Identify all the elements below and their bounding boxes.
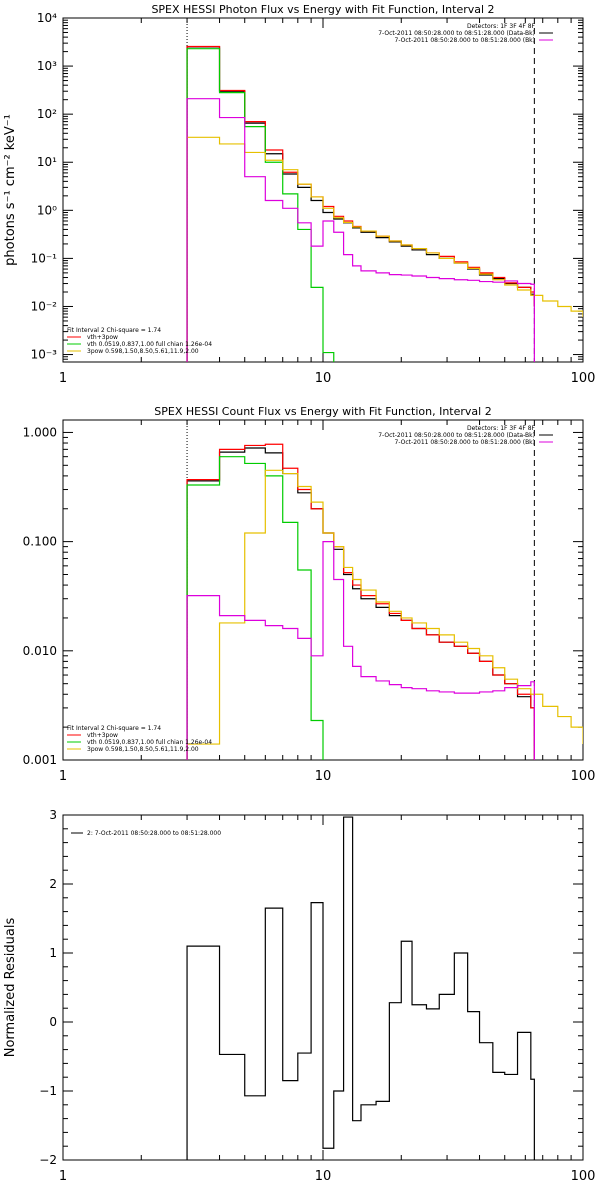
y-tick-label: 10³ xyxy=(37,59,57,73)
series-line-0 xyxy=(186,447,535,760)
series-line-2 xyxy=(186,48,335,362)
y-tick-label: 10⁻¹ xyxy=(31,251,58,265)
y-axis-label: Normalized Residuals xyxy=(3,918,18,1058)
legend-entry: vth 0.0519,0.837,1.00 full chian 1.26e-0… xyxy=(87,739,212,746)
legend-entry: 7-Oct-2011 08:50:28.000 to 08:51:28.000 … xyxy=(378,30,535,37)
legend-entry: 2: 7-Oct-2011 08:50:28.000 to 08:51:28.0… xyxy=(87,830,221,837)
series-line-1 xyxy=(186,443,535,760)
y-tick-label: 10⁴ xyxy=(37,11,57,25)
chart-title: SPEX HESSI Photon Flux vs Energy with Fi… xyxy=(151,3,494,16)
y-tick-label: 0.010 xyxy=(23,644,57,658)
y-tick-label: 1 xyxy=(49,946,57,960)
series-line-4 xyxy=(186,98,535,362)
series-line-0 xyxy=(186,816,535,1160)
legend-entry: Fit Interval 2 Chi-square = 1.74 xyxy=(67,725,161,732)
legend-entry: vth+3pow xyxy=(87,732,118,739)
y-tick-label: 0 xyxy=(49,1015,57,1029)
series-line-1 xyxy=(186,45,535,362)
y-tick-label: 10¹ xyxy=(37,155,57,169)
legend-entry: 7-Oct-2011 08:50:28.000 to 08:51:28.000 … xyxy=(395,37,536,44)
y-tick-label: −1 xyxy=(39,1084,57,1098)
legend-entry: Detectors: 1F 3F 4F 8F xyxy=(467,425,536,432)
x-tick-label: 10 xyxy=(315,371,332,386)
x-tick-label: 100 xyxy=(571,1169,596,1184)
y-tick-label: 1.000 xyxy=(23,425,57,439)
y-tick-label: 2 xyxy=(49,877,57,891)
legend-entry: 3pow 0.598,1.50,8.50,5.61,11.9,2.00 xyxy=(87,746,199,753)
legend-entry: 7-Oct-2011 08:50:28.000 to 08:51:28.000 … xyxy=(378,432,535,439)
y-tick-label: 10⁻³ xyxy=(31,348,58,362)
legend-entry: 3pow 0.598,1.50,8.50,5.61,11.9,2.00 xyxy=(87,348,199,355)
y-tick-label: 10⁰ xyxy=(37,203,57,217)
x-tick-label: 10 xyxy=(315,1169,332,1184)
y-axis-label: photons s⁻¹ cm⁻² keV⁻¹ xyxy=(3,114,18,266)
y-tick-label: −2 xyxy=(39,1153,57,1167)
x-tick-label: 100 xyxy=(571,769,596,784)
legend-entry: Fit Interval 2 Chi-square = 1.74 xyxy=(67,327,161,334)
x-tick-label: 100 xyxy=(571,371,596,386)
chart-title: SPEX HESSI Count Flux vs Energy with Fit… xyxy=(154,405,491,418)
series-line-3 xyxy=(186,469,583,760)
legend-entry: Detectors: 1F 3F 4F 8F xyxy=(467,23,536,30)
y-tick-label: 10² xyxy=(37,107,57,121)
legend-entry: 7-Oct-2011 08:50:28.000 to 08:51:28.000 … xyxy=(395,439,536,446)
y-tick-label: 10⁻² xyxy=(31,299,58,313)
chart-panel-1: SPEX HESSI Count Flux vs Energy with Fit… xyxy=(23,405,596,784)
chart-panel-2: 1 10 100 −2 −1 0 1 2 3 Normalized Residuals 2: 7-O… xyxy=(3,808,596,1184)
x-tick-label: 1 xyxy=(59,769,67,784)
y-tick-label: 3 xyxy=(49,808,57,822)
x-tick-label: 1 xyxy=(59,371,67,386)
chart-panel-0: SPEX HESSI Photon Flux vs Energy with Fi… xyxy=(3,3,595,386)
series-line-4 xyxy=(186,541,535,760)
x-tick-label: 1 xyxy=(59,1169,67,1184)
series-line-0 xyxy=(186,46,535,362)
y-tick-label: 0.001 xyxy=(23,753,57,767)
legend-entry: vth 0.0519,0.837,1.00 full chian 1.26e-0… xyxy=(87,341,212,348)
x-tick-label: 10 xyxy=(315,769,332,784)
legend-entry: vth+3pow xyxy=(87,334,118,341)
y-tick-label: 0.100 xyxy=(23,535,57,549)
series-line-3 xyxy=(186,136,583,362)
series-line-2 xyxy=(186,456,324,760)
